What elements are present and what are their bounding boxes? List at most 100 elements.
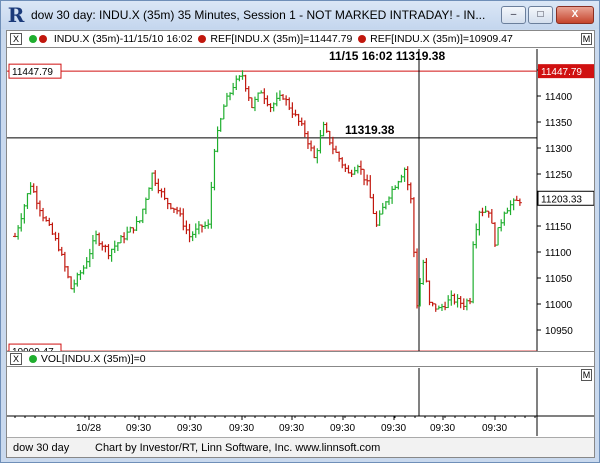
price-series-label[interactable]: INDU.X (35m)-11/15/10 16:02 <box>53 33 193 45</box>
x-tick-label: 09:30 <box>330 423 355 434</box>
ohlc-bar <box>411 197 416 258</box>
ohlc-bar <box>377 210 382 226</box>
y-tick-label: 11400 <box>545 92 573 103</box>
ohlc-bar <box>492 222 497 247</box>
ohlc-bar <box>452 293 457 305</box>
ohlc-bar <box>84 257 89 269</box>
volume-pane-legend: X VOL[INDU.X (35m)]=0 <box>7 351 594 367</box>
ohlc-bar <box>231 82 236 96</box>
ohlc-bar <box>147 187 152 200</box>
status-footer: dow 30 day Chart by Investor/RT, Linn So… <box>7 437 594 457</box>
close-volume-pane-button[interactable]: X <box>10 353 22 365</box>
ohlc-bar <box>399 174 404 183</box>
volume-chart[interactable]: 10/28 09:30 09:30 09:30 09:30 09:30 09:30 09:30… <box>7 368 594 436</box>
ohlc-bar <box>234 75 239 91</box>
price-pane-legend: X INDU.X (35m)-11/15/10 16:02 REF[INDU.X… <box>7 31 594 48</box>
ohlc-bar <box>408 182 413 204</box>
ohlc-bar <box>56 232 61 252</box>
y-tick-label: 11000 <box>545 300 573 311</box>
ohlc-bar <box>178 207 183 217</box>
y-tick-label: 11250 <box>545 170 573 181</box>
ref-low-left-label: 10909.47 <box>12 347 54 351</box>
ohlc-bar <box>28 182 33 195</box>
footer-credit: Chart by Investor/RT, Linn Software, Inc… <box>95 442 381 454</box>
ohlc-bar <box>87 248 92 268</box>
ohlc-bar <box>150 172 155 191</box>
ohlc-bar <box>122 232 127 244</box>
ohlc-bar <box>461 298 466 310</box>
ohlc-bar <box>284 95 289 106</box>
price-chart[interactable]: 1145011400113501130011250112001115011100… <box>7 49 594 351</box>
ohlc-bar <box>249 97 254 109</box>
ohlc-bar <box>81 265 86 275</box>
ohlc-bar <box>499 219 504 232</box>
ohlc-bar <box>140 208 145 224</box>
ohlc-bar <box>187 223 192 243</box>
ohlc-bar <box>109 248 114 262</box>
ohlc-bar <box>508 200 513 216</box>
ohlc-bar <box>458 296 463 309</box>
ohlc-bar <box>477 210 482 236</box>
close-pane-button[interactable]: X <box>10 33 22 45</box>
ref-high-axis-label: 11447.79 <box>541 67 582 78</box>
ohlc-bar <box>181 208 186 231</box>
ohlc-bar <box>41 207 46 222</box>
ohlc-bar <box>78 270 83 280</box>
last-price-label: 11203.33 <box>541 194 582 205</box>
ohlc-bar <box>468 297 473 305</box>
ohlc-bar <box>199 224 204 233</box>
ohlc-bar <box>424 258 429 283</box>
ref-high-label[interactable]: REF[INDU.X (35m)]=11447.79 <box>210 33 353 45</box>
title-bar[interactable]: R dow 30 day: INDU.X (35m) 35 Minutes, S… <box>1 1 599 29</box>
ohlc-bar <box>159 188 164 198</box>
ohlc-bar <box>37 200 42 217</box>
ohlc-bar <box>184 220 189 235</box>
price-series-up-dot-icon <box>28 35 37 43</box>
ohlc-bar <box>502 211 507 226</box>
minimize-button[interactable]: – <box>501 6 526 24</box>
y-tick-label: 11300 <box>545 144 573 155</box>
ohlc-bar <box>415 248 420 309</box>
crosshair-time-price-label: 11/15 16:02 11319.38 <box>329 49 445 63</box>
ohlc-bar <box>22 204 27 224</box>
volume-series-dot-icon <box>28 355 37 363</box>
price-pane-maximize-button[interactable]: M <box>581 33 592 45</box>
last-price-tag <box>537 190 594 206</box>
ohlc-bar <box>209 181 214 229</box>
ohlc-bar <box>193 223 198 238</box>
x-tick-label: 10/28 <box>76 423 101 434</box>
footer-symbol: dow 30 day <box>13 442 70 454</box>
investor-rt-app-icon[interactable]: R <box>7 3 25 27</box>
ohlc-bar <box>371 193 376 215</box>
ohlc-bar <box>274 92 279 107</box>
close-window-button[interactable]: X <box>556 6 594 24</box>
ohlc-bar <box>390 186 395 204</box>
crosshair-value-label: 11319.38 <box>345 123 395 137</box>
ref-low-label[interactable]: REF[INDU.X (35m)]=10909.47 <box>370 33 513 45</box>
ohlc-bar <box>25 193 30 209</box>
x-tick-label: 09:30 <box>126 423 151 434</box>
maximize-button[interactable]: □ <box>528 6 553 24</box>
ohlc-bar <box>143 197 148 215</box>
ohlc-bar <box>355 164 360 174</box>
price-series-down-dot-icon <box>38 35 47 43</box>
ohlc-bar <box>474 223 479 249</box>
ohlc-bar <box>212 148 217 191</box>
ohlc-bar <box>312 145 317 159</box>
ohlc-bar <box>69 276 74 290</box>
volume-series-label[interactable]: VOL[INDU.X (35m)]=0 <box>40 353 146 365</box>
ohlc-bar <box>103 244 108 253</box>
ohlc-bar <box>262 88 267 105</box>
ohlc-bar <box>517 198 522 206</box>
ohlc-bar <box>94 230 99 245</box>
y-tick-label: 11050 <box>545 274 573 285</box>
ohlc-bar <box>439 303 444 311</box>
ohlc-bar <box>299 117 304 126</box>
ohlc-bar <box>427 280 432 306</box>
ohlc-bar <box>53 231 58 241</box>
ohlc-bar <box>290 102 295 118</box>
ref-low-left-box <box>8 343 62 351</box>
ohlc-bar <box>34 185 39 210</box>
volume-pane-maximize-button[interactable]: M <box>581 369 592 381</box>
